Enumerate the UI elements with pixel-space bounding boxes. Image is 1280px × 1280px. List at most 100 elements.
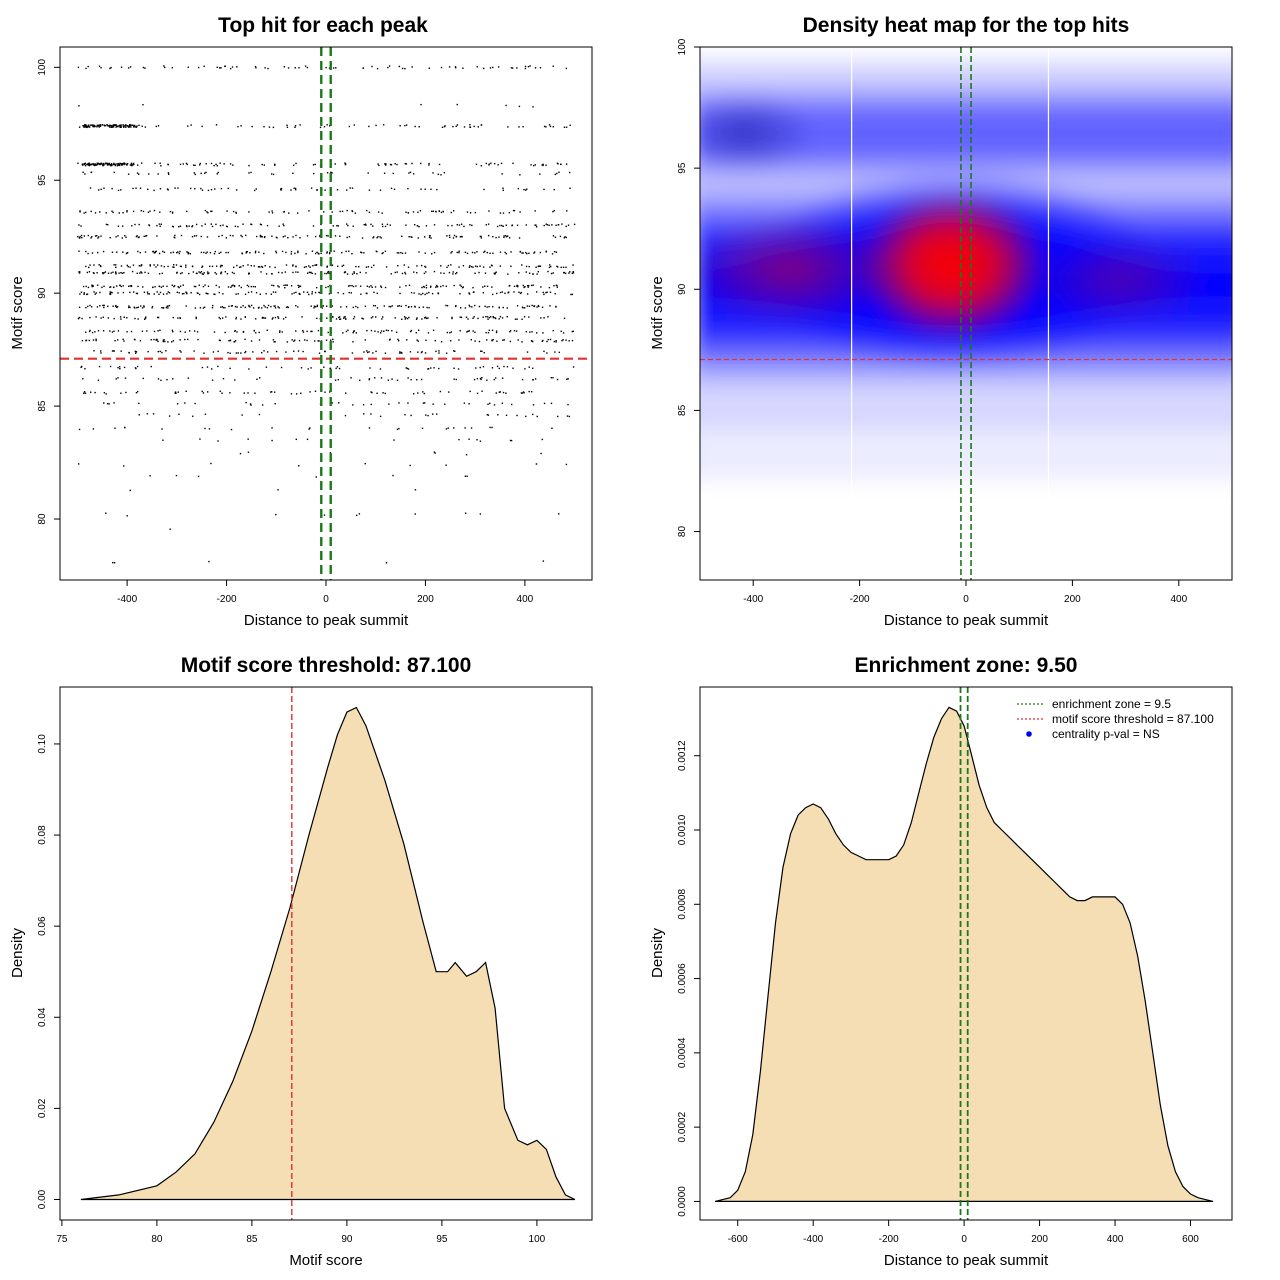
- scatter-point: [122, 212, 124, 214]
- scatter-point: [198, 164, 201, 166]
- scatter-point: [197, 66, 200, 69]
- scatter-point: [285, 306, 288, 309]
- scatter-point: [236, 331, 238, 333]
- scatter-point: [323, 366, 325, 368]
- scatter-point: [442, 210, 444, 213]
- scatter-point: [412, 393, 415, 395]
- scatter-point: [479, 265, 481, 267]
- scatter-point: [137, 306, 140, 308]
- scatter-point: [133, 291, 135, 293]
- scatter-point: [420, 293, 422, 296]
- scatter-point: [410, 414, 412, 417]
- scatter-point: [519, 211, 521, 213]
- scatter-point: [129, 489, 131, 492]
- scatter-point: [206, 391, 209, 393]
- scatter-point: [97, 124, 100, 127]
- scatter-point: [355, 285, 357, 287]
- scatter-point: [123, 272, 125, 274]
- scatter-point: [86, 293, 89, 295]
- scatter-point: [228, 340, 230, 342]
- scatter-point: [242, 305, 244, 307]
- scatter-point: [153, 338, 155, 341]
- scatter-point: [496, 340, 498, 342]
- scatter-point: [192, 164, 195, 166]
- scatter-point: [331, 264, 334, 266]
- scatter-point: [219, 67, 221, 69]
- scatter-point: [93, 350, 95, 352]
- scatter-point: [502, 187, 504, 189]
- scatter-point: [86, 163, 88, 166]
- scatter-point: [481, 390, 483, 392]
- scatter-point: [474, 304, 476, 307]
- scatter-point: [201, 366, 204, 369]
- scatter-point: [368, 351, 370, 353]
- scatter-point: [303, 266, 306, 268]
- scatter-point: [381, 225, 384, 228]
- scatter-point: [113, 286, 115, 288]
- scatter-point: [332, 341, 334, 343]
- scatter-point: [240, 266, 242, 268]
- scatter-point: [394, 271, 397, 274]
- scatter-point: [468, 438, 470, 440]
- scatter-point: [217, 171, 219, 174]
- scatter-point: [185, 264, 187, 266]
- scatter-point: [342, 332, 344, 334]
- scatter-y-tick-label: 95: [37, 174, 48, 186]
- scatter-point: [132, 164, 134, 166]
- scatter-point: [415, 332, 418, 334]
- scatter-point: [494, 317, 497, 320]
- scatter-point: [186, 251, 188, 253]
- scatter-point: [431, 292, 434, 295]
- scatter-point: [165, 306, 168, 309]
- scatter-point: [418, 225, 420, 228]
- scatter-point: [510, 67, 513, 69]
- scatter-point: [528, 366, 530, 368]
- scatter-point: [430, 188, 432, 191]
- scatter-point: [372, 352, 374, 354]
- scatter-point: [328, 252, 331, 255]
- scatter-point: [258, 339, 261, 341]
- scatter-point: [220, 251, 222, 254]
- scatter-point: [250, 264, 252, 267]
- scatter-point: [177, 187, 179, 189]
- scatter-point: [267, 304, 270, 307]
- scatter-point: [510, 265, 512, 268]
- scatter-point: [92, 339, 95, 341]
- scatter-point: [494, 273, 496, 275]
- scatter-point: [425, 266, 427, 268]
- scatter-point: [82, 164, 84, 166]
- scatter-point: [265, 292, 267, 295]
- scatter-point: [320, 252, 322, 255]
- scatter-point: [571, 272, 574, 274]
- scatter-point: [155, 266, 157, 268]
- scatter-point: [220, 264, 222, 267]
- scatter-point: [80, 291, 83, 293]
- scatter-point: [549, 305, 551, 307]
- scatter-point: [552, 377, 554, 379]
- scatter-point: [191, 225, 194, 227]
- scatter-point: [166, 305, 168, 308]
- scatter-point: [113, 124, 116, 126]
- scatter-point: [370, 317, 373, 319]
- scatter-point: [405, 124, 408, 126]
- scatter-point: [139, 251, 141, 254]
- scatter-point: [280, 189, 282, 191]
- scatter-point: [221, 264, 223, 267]
- scatter-point: [513, 291, 515, 293]
- scatter-point: [89, 329, 91, 332]
- scatter-point: [418, 293, 420, 295]
- scatter-point: [266, 224, 269, 227]
- scatter-point: [546, 340, 548, 343]
- scatter-point: [93, 272, 95, 275]
- scatter-point: [211, 225, 214, 228]
- scatter-point: [91, 284, 93, 286]
- scatter-point: [393, 188, 396, 191]
- scatter-point: [348, 235, 351, 238]
- scatter-point: [327, 271, 329, 274]
- scatter-point: [90, 237, 92, 239]
- scatter-point: [351, 253, 353, 255]
- scatter-x-tick-label: 400: [517, 594, 534, 605]
- scatter-point: [143, 305, 145, 307]
- scatter-point: [572, 272, 575, 274]
- scatter-point: [186, 210, 188, 213]
